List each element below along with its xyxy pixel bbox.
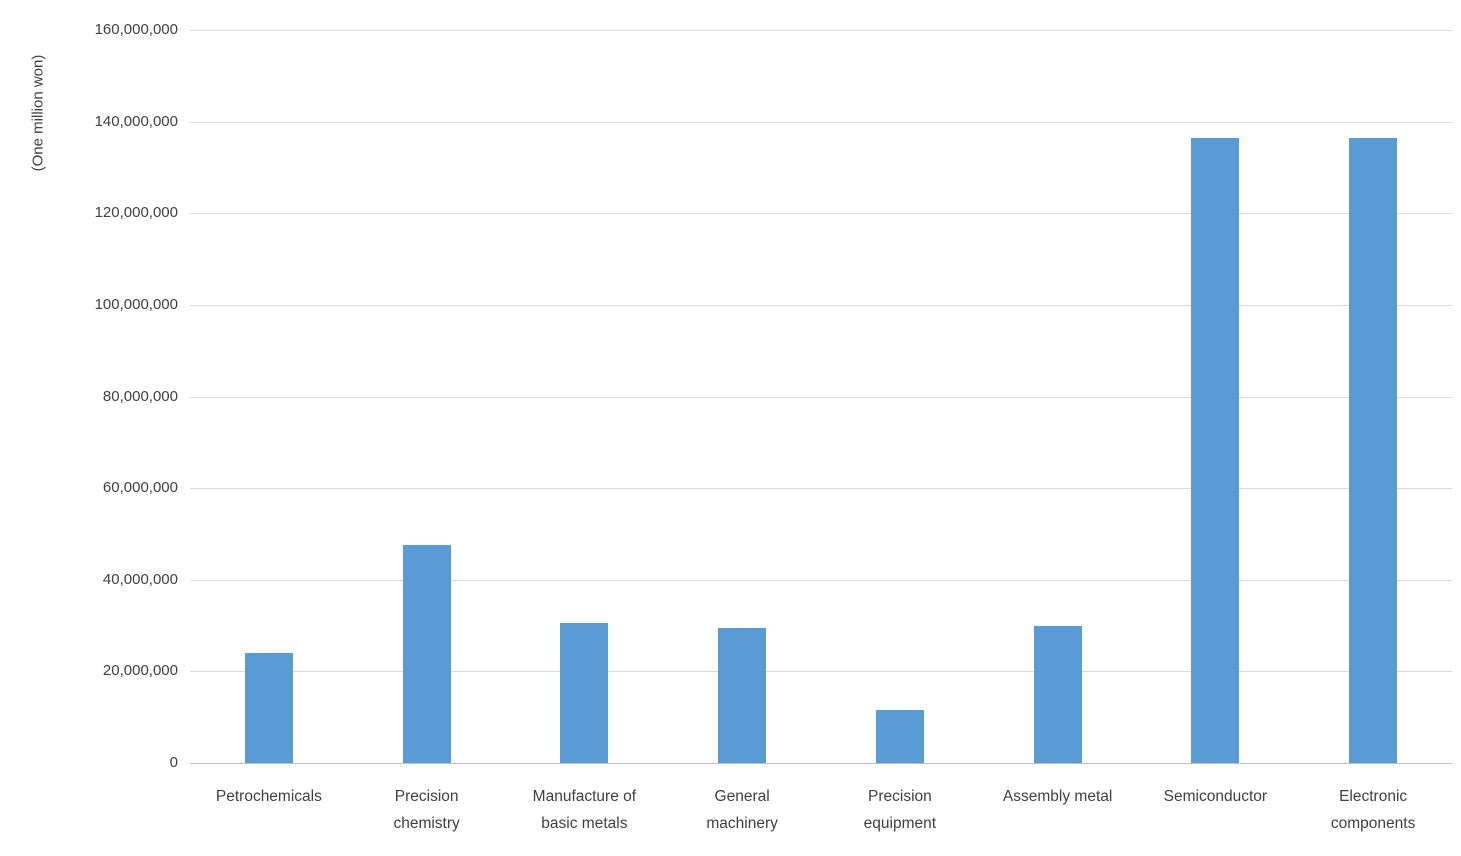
gridline <box>190 671 1452 673</box>
x-category-label: Semiconductor <box>1163 788 1268 805</box>
y-tick-label: 160,000,000 <box>94 21 178 38</box>
bar <box>1191 137 1240 763</box>
gridline <box>190 121 1452 123</box>
y-tick-label: 140,000,000 <box>94 112 178 130</box>
gridline <box>190 213 1452 215</box>
x-category-label: Manufacture of basic metals <box>532 788 637 832</box>
bar <box>560 623 609 763</box>
x-category-label: Precision equipment <box>863 788 937 832</box>
bar <box>1033 625 1082 763</box>
bar <box>875 710 924 763</box>
plot-area <box>190 30 1452 764</box>
x-axis-line <box>190 763 1452 764</box>
gridline <box>190 579 1452 581</box>
gridline <box>190 396 1452 398</box>
bar <box>402 545 451 763</box>
gridline <box>190 488 1452 490</box>
gridline <box>190 30 1452 31</box>
y-tick-label: 60,000,000 <box>102 479 178 497</box>
bar <box>1349 137 1398 763</box>
y-tick-label: 120,000,000 <box>94 204 178 222</box>
x-category-label: Precision chemistry <box>393 788 460 832</box>
y-tick-label: 80,000,000 <box>102 387 178 405</box>
y-tick-label: 100,000,000 <box>94 295 178 313</box>
x-category-label: Assembly metal <box>1002 788 1113 805</box>
x-category-label: Electronic components <box>1330 788 1416 832</box>
bar <box>718 627 767 763</box>
bar <box>244 653 293 763</box>
x-category-label: Petrochemicals <box>215 788 322 805</box>
y-tick-label: 0 <box>169 754 178 771</box>
y-tick-label: 20,000,000 <box>102 662 178 680</box>
y-tick-label: 40,000,000 <box>102 570 178 588</box>
x-category-label: General machinery <box>706 788 778 832</box>
gridline <box>190 304 1452 306</box>
